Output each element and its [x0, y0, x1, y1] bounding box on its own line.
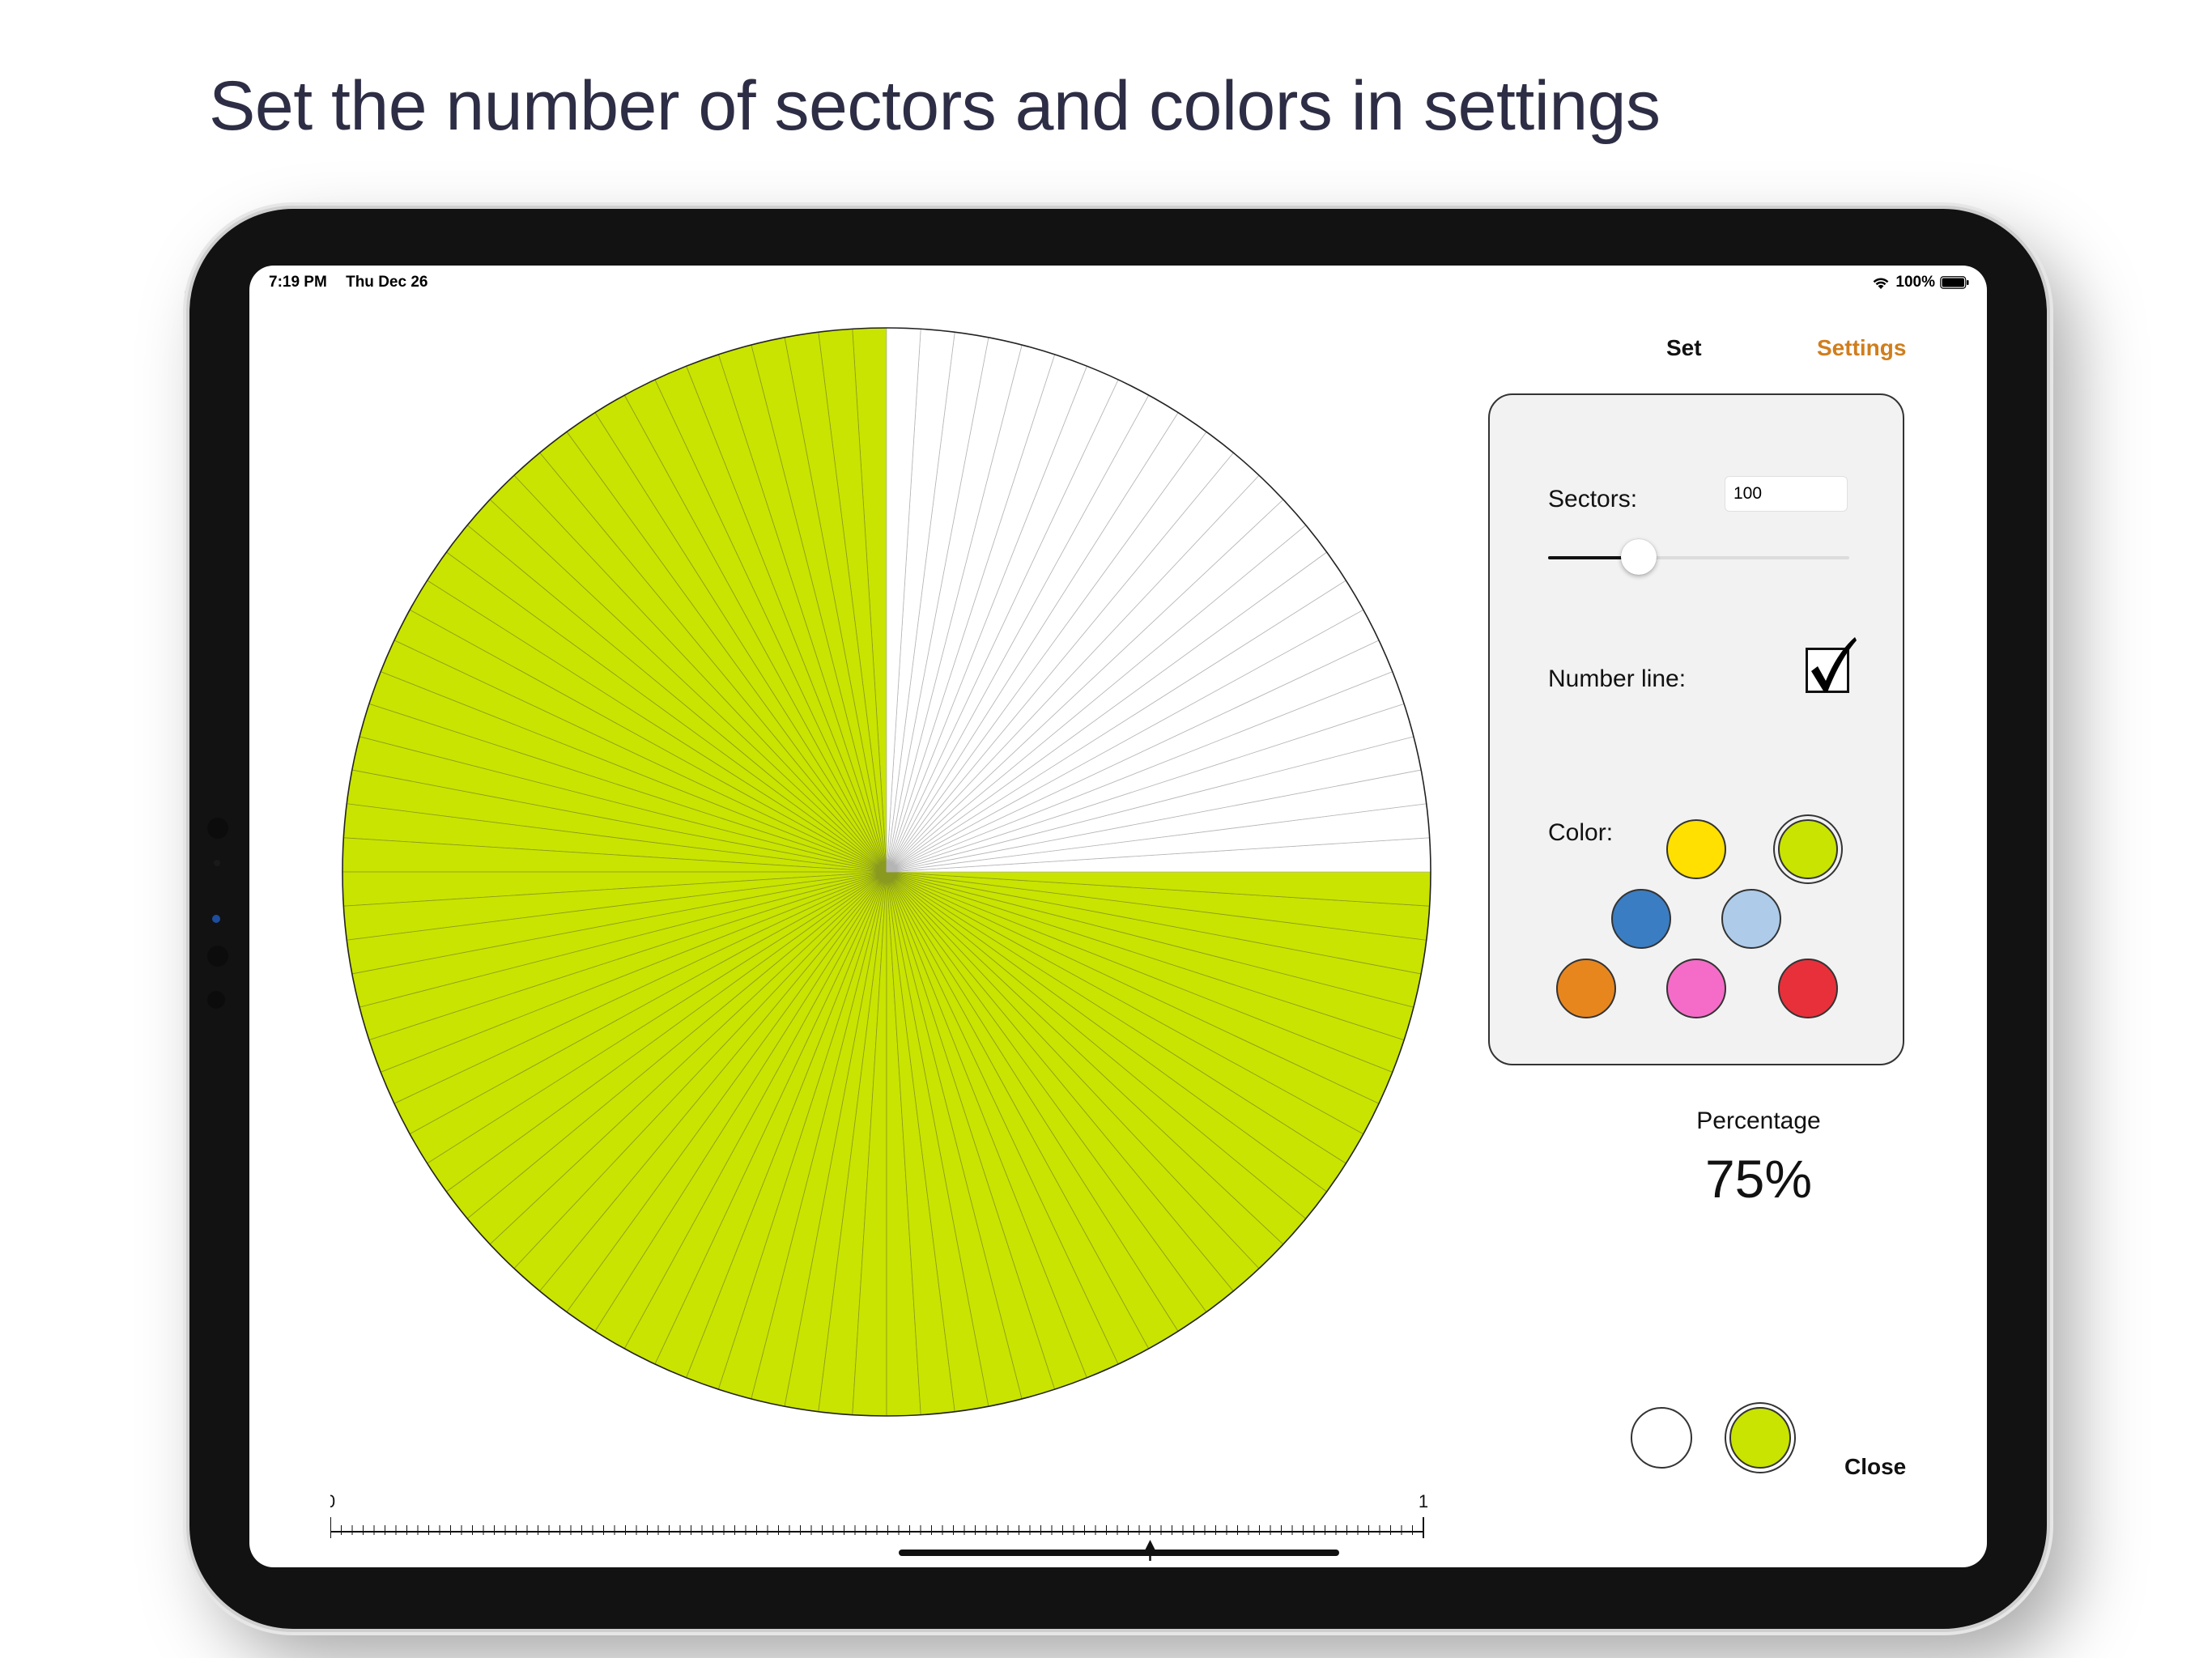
number-line-checkbox[interactable]: [1806, 637, 1857, 693]
number-line-ticks: [330, 1517, 1424, 1538]
number-line-label: Number line:: [1548, 665, 1687, 692]
camera-sensor: [207, 991, 225, 1009]
camera-sensor: [214, 860, 220, 866]
percentage-label: Percentage: [1696, 1107, 1821, 1134]
fill-color-swatch[interactable]: [1729, 1407, 1791, 1469]
color-swatch-yellow[interactable]: [1666, 819, 1726, 879]
device-top-button: [319, 204, 387, 209]
color-swatch-orange[interactable]: [1556, 959, 1616, 1018]
slider-track: [1548, 556, 1849, 559]
number-line[interactable]: 0 1: [330, 1480, 1441, 1561]
set-button[interactable]: Set: [1666, 335, 1702, 360]
color-label: Color:: [1548, 819, 1614, 846]
status-time: 7:19 PM: [269, 274, 327, 291]
sectors-slider[interactable]: [1548, 538, 1849, 578]
camera-lens: [212, 915, 220, 923]
pie-outline: [342, 327, 1431, 1417]
headline: Set the number of sectors and colors in …: [209, 67, 1661, 145]
empty-color-swatch[interactable]: [1631, 1407, 1692, 1469]
sectors-label: Sectors:: [1548, 486, 1638, 512]
close-button[interactable]: Close: [1844, 1454, 1907, 1479]
battery-percent: 100%: [1895, 274, 1935, 291]
color-swatch-red[interactable]: [1778, 959, 1838, 1018]
sectors-input[interactable]: [1725, 476, 1848, 512]
device-side-button: [185, 290, 189, 371]
fraction-pie-chart[interactable]: [340, 325, 1433, 1418]
color-swatch-lime[interactable]: [1778, 819, 1838, 879]
device-top-button: [398, 204, 466, 209]
status-date: Thu Dec 26: [346, 274, 428, 291]
settings-tab[interactable]: Settings: [1817, 335, 1907, 360]
color-swatch-light-blue[interactable]: [1721, 889, 1781, 949]
number-line-start-label: 0: [330, 1491, 335, 1511]
slider-thumb[interactable]: [1620, 539, 1657, 575]
wifi-icon: [1873, 277, 1889, 289]
checkmark-icon: [1811, 637, 1857, 692]
battery-icon: [1940, 276, 1969, 289]
status-bar-time: 7:19 PM Thu Dec 26: [269, 274, 428, 291]
status-bar-right: 100%: [1871, 274, 1969, 291]
percentage-value: 75%: [1704, 1149, 1813, 1209]
app-screen: 7:19 PM Thu Dec 26 100% Set Settings Sec…: [249, 266, 1987, 1567]
color-swatch-pink[interactable]: [1666, 959, 1726, 1018]
settings-panel: Sectors: Number line: Color:: [1488, 393, 1904, 1065]
color-swatch-blue[interactable]: [1611, 889, 1671, 949]
number-line-end-label: 1: [1419, 1491, 1428, 1511]
home-indicator: [899, 1550, 1339, 1556]
camera-sensor: [207, 946, 228, 967]
slider-fill: [1548, 556, 1639, 559]
camera-sensor: [207, 818, 228, 839]
